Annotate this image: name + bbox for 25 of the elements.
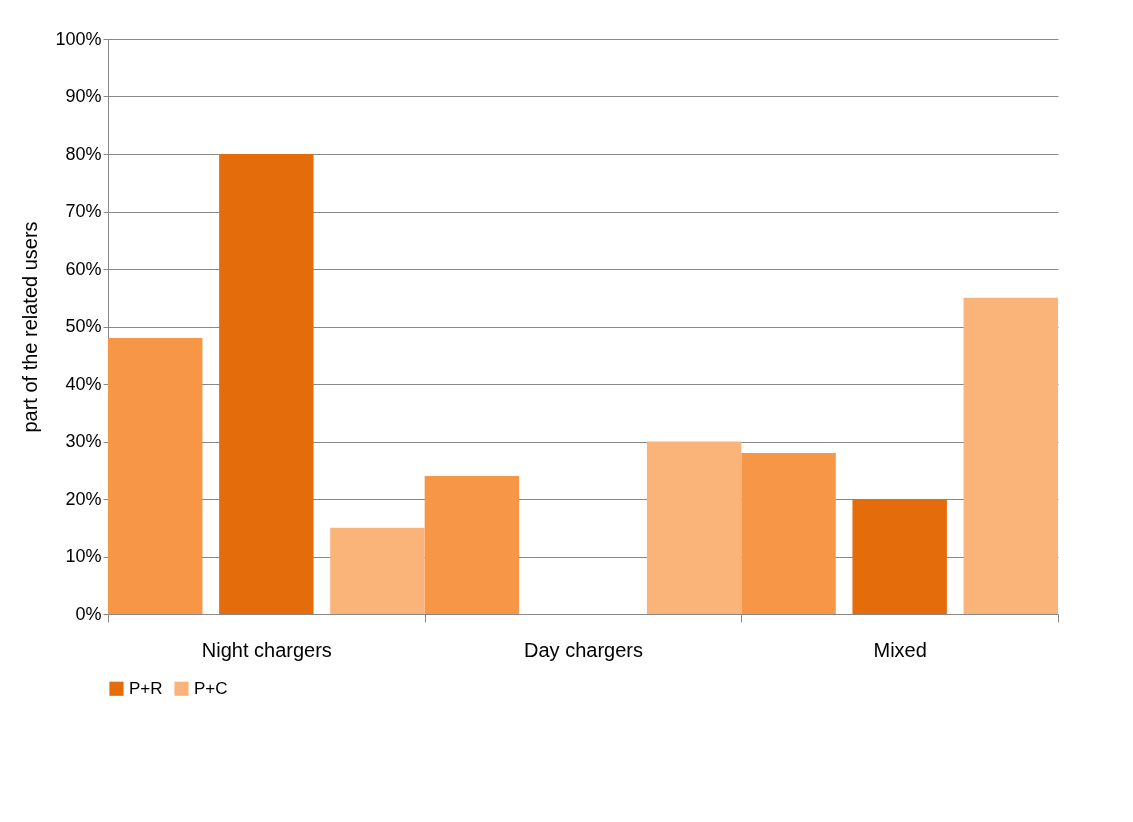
y-tick-label: 70% — [65, 201, 102, 221]
y-tick-label: 20% — [65, 488, 102, 509]
legend-label: P+R — [129, 678, 163, 698]
y-tick-label: 60% — [65, 258, 102, 279]
legend-label: P+C — [194, 678, 228, 698]
y-tick-label: 0% — [75, 603, 102, 624]
y-tick-label: 50% — [65, 316, 102, 336]
y-tick-label: 100% — [55, 28, 102, 49]
bar — [108, 338, 203, 614]
bar — [219, 154, 314, 614]
bar — [741, 453, 836, 614]
bar — [963, 297, 1058, 614]
bar — [330, 527, 425, 614]
bar — [852, 499, 947, 614]
x-tick-label: Day chargers — [524, 638, 643, 661]
y-axis-title: part of the related users — [19, 221, 42, 433]
y-tick-label: 80% — [65, 143, 102, 164]
bar — [646, 441, 742, 614]
y-tick-label: 30% — [65, 431, 102, 451]
y-tick-label: 10% — [65, 546, 102, 566]
x-tick-label: Night chargers — [201, 638, 332, 661]
bar — [424, 476, 520, 614]
y-tick-label: 40% — [65, 373, 102, 394]
x-tick-label: Mixed — [873, 638, 927, 661]
y-tick-label: 90% — [65, 86, 102, 106]
